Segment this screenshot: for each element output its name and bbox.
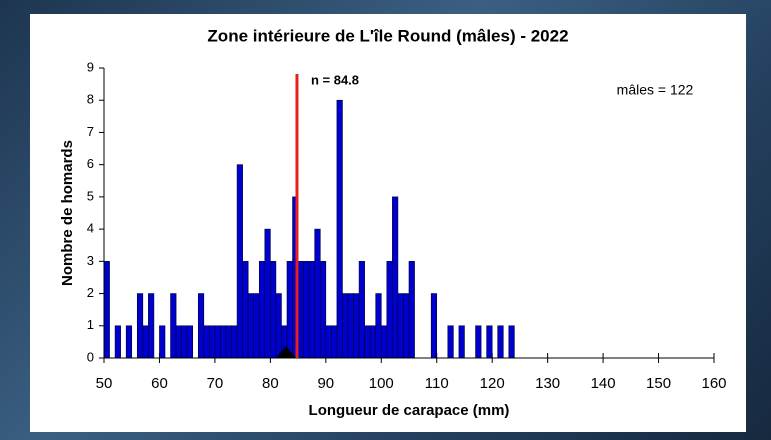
chart-panel [30,14,746,432]
bar [175,325,182,359]
y-tick-label: 7 [87,124,94,139]
bar [308,261,316,359]
x-tick-label: 80 [262,375,279,392]
bar [197,293,205,359]
bar [353,293,360,359]
bar [253,293,260,359]
bar [325,325,332,359]
y-tick-label: 0 [87,349,94,364]
bar [242,261,249,359]
bar [214,325,221,359]
chart-title: Zone intérieure de L'île Round (mâles) -… [207,26,568,45]
bar [508,325,515,359]
x-tick-label: 150 [646,375,671,392]
bar [375,293,382,359]
marker [275,346,296,358]
bar [397,293,404,359]
x-tick-label: 140 [591,375,616,392]
bar [247,293,255,359]
bar [186,325,194,359]
bar [358,261,365,359]
bar [103,261,110,359]
bar [336,99,343,359]
bar [220,325,227,359]
bar [170,293,177,359]
bar [364,325,371,359]
bar [331,325,338,359]
bar [125,325,133,359]
y-tick-label: 3 [87,253,94,268]
bar [275,293,282,359]
x-tick-label: 70 [207,375,224,392]
bar [142,325,149,359]
bar [386,261,393,359]
x-tick-label: 60 [151,375,168,392]
bar [209,325,216,359]
bar [314,228,321,359]
bar [380,325,388,359]
bar [319,261,327,359]
bar [458,325,465,359]
bar [136,293,144,359]
y-axis-title: Nombre de homards [59,140,76,286]
y-tick-label: 9 [87,59,94,74]
y-tick-label: 5 [87,188,94,203]
x-tick-label: 100 [369,375,394,392]
x-tick-label: 110 [425,375,449,392]
x-tick-label: 130 [535,375,560,392]
bar [270,261,277,359]
y-tick-label: 1 [87,317,94,332]
bar [236,164,243,359]
x-tick-label: 120 [480,375,505,392]
annotation: mâles = 122 [617,82,694,98]
bar [392,196,399,359]
bar [447,325,454,359]
bar [486,325,493,359]
bar [369,325,377,359]
bar [475,325,482,359]
bar [303,261,310,359]
bar [114,325,121,359]
mean-label: n = 84.8 [311,72,359,87]
y-tick-label: 6 [87,156,94,171]
y-tick-label: 2 [87,285,94,300]
bar [497,325,504,359]
bar [403,293,410,359]
bar [231,325,238,359]
bar [258,261,266,359]
bar [347,293,354,359]
bar [297,261,304,359]
y-tick-label: 4 [87,221,94,236]
bar [264,228,271,359]
x-axis-title: Longueur de carapace (mm) [309,402,510,419]
x-tick-label: 90 [317,375,334,392]
y-tick-label: 8 [87,92,94,107]
bar [408,261,415,359]
bar [148,293,155,359]
bar [286,261,293,359]
bar [203,325,210,359]
bar [159,325,166,359]
bar [430,293,438,359]
bar [181,325,188,359]
bar [225,325,232,359]
bar [342,293,349,359]
x-tick-label: 50 [96,375,113,392]
x-tick-label: 160 [701,375,726,392]
